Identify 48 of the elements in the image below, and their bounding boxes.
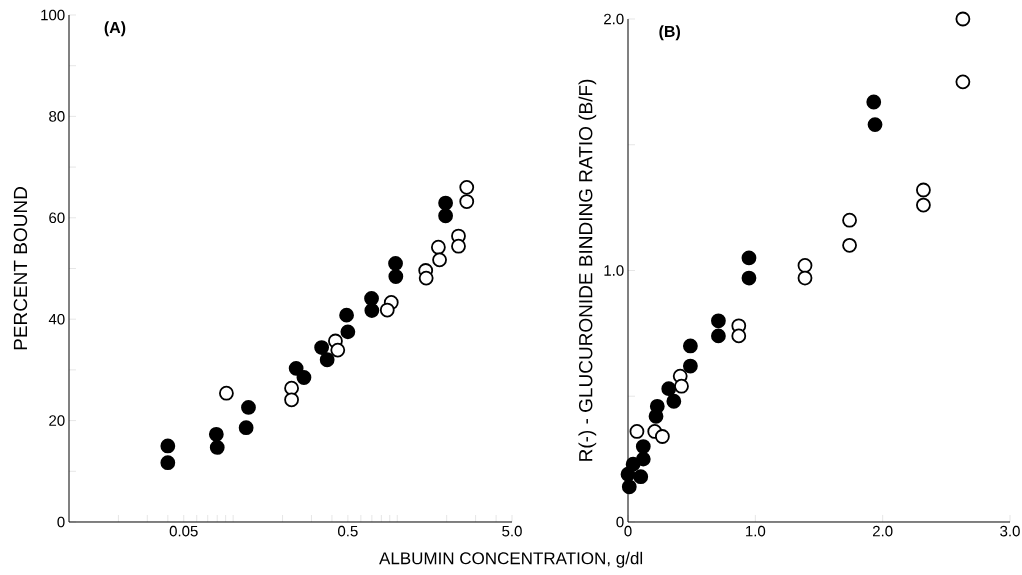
y-tick-label: 100 bbox=[41, 9, 65, 21]
point bbox=[635, 439, 651, 454]
point bbox=[866, 94, 882, 110]
y-tick-label: 40 bbox=[48, 313, 65, 325]
x-tick-label: 0.05 bbox=[169, 525, 198, 537]
point bbox=[955, 11, 971, 27]
point bbox=[683, 358, 698, 374]
point bbox=[654, 429, 670, 444]
y-tick-label: 2.0 bbox=[604, 13, 624, 25]
x-tick-label: 0 bbox=[624, 525, 632, 537]
chart-title: (A) bbox=[104, 21, 126, 37]
point bbox=[633, 469, 649, 485]
point bbox=[683, 338, 698, 354]
y-tick-label: 0 bbox=[57, 516, 65, 528]
point bbox=[797, 270, 813, 286]
point bbox=[797, 258, 813, 273]
point bbox=[711, 313, 726, 329]
y-axis-title: R(-) - GLUCURONIDE BINDING RATIO (B/F) bbox=[578, 79, 597, 461]
point bbox=[620, 466, 636, 482]
point bbox=[741, 250, 757, 266]
y-tick-label: 60 bbox=[49, 212, 65, 224]
point bbox=[621, 479, 637, 495]
chart-title: (B) bbox=[659, 25, 680, 41]
point bbox=[711, 328, 726, 344]
point bbox=[661, 381, 677, 397]
point bbox=[648, 408, 664, 424]
y-tick-label: 0 bbox=[616, 516, 624, 528]
point bbox=[916, 182, 931, 198]
x-tick-label: 0.5 bbox=[338, 525, 358, 537]
point bbox=[741, 270, 757, 286]
point bbox=[731, 328, 747, 344]
x-tick-label: 3.0 bbox=[1000, 525, 1020, 537]
point bbox=[916, 197, 931, 213]
x-tick-label: 2.0 bbox=[873, 525, 893, 537]
point bbox=[842, 237, 857, 253]
x-tick-label: 1.0 bbox=[746, 525, 766, 537]
y-tick-label: 80 bbox=[49, 111, 65, 122]
y-tick-label: 20 bbox=[49, 415, 65, 426]
x-tick-label: 5.0 bbox=[502, 525, 522, 537]
point bbox=[629, 424, 645, 439]
point bbox=[867, 117, 883, 133]
y-tick-label: 1.0 bbox=[604, 265, 624, 276]
point bbox=[674, 378, 689, 394]
x-axis-title: ALBUMIN CONCENTRATION, g/dl bbox=[379, 551, 643, 568]
y-axis-title: PERCENT BOUND bbox=[13, 187, 28, 350]
point bbox=[955, 74, 971, 90]
point bbox=[666, 393, 682, 409]
point bbox=[842, 212, 857, 228]
